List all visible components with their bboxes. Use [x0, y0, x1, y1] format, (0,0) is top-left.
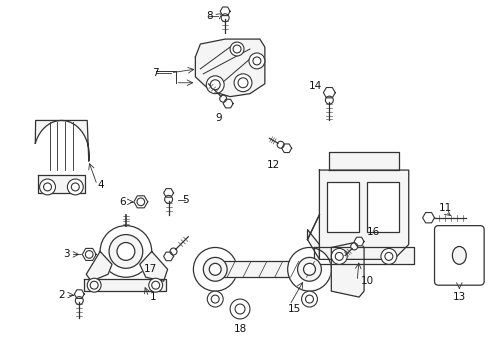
- Circle shape: [287, 247, 331, 291]
- Bar: [366, 182, 398, 231]
- Polygon shape: [319, 170, 408, 260]
- Bar: [326, 182, 358, 231]
- FancyBboxPatch shape: [434, 226, 483, 285]
- Circle shape: [164, 195, 172, 203]
- Polygon shape: [86, 251, 112, 281]
- Circle shape: [210, 80, 220, 90]
- Text: 1: 1: [149, 292, 156, 302]
- Text: 6: 6: [120, 197, 126, 207]
- Text: 2: 2: [58, 290, 64, 300]
- Text: 13: 13: [452, 292, 465, 302]
- Polygon shape: [163, 189, 173, 197]
- Circle shape: [170, 248, 177, 255]
- Text: 17: 17: [144, 264, 157, 274]
- Ellipse shape: [451, 247, 466, 264]
- Circle shape: [230, 299, 249, 319]
- Circle shape: [301, 291, 317, 307]
- Polygon shape: [35, 121, 89, 161]
- Text: 3: 3: [63, 249, 70, 260]
- Circle shape: [203, 257, 226, 281]
- Polygon shape: [307, 230, 319, 260]
- Circle shape: [277, 141, 284, 148]
- Polygon shape: [422, 212, 434, 223]
- Polygon shape: [281, 144, 291, 153]
- Circle shape: [71, 183, 79, 191]
- Circle shape: [305, 295, 313, 303]
- Circle shape: [350, 243, 357, 250]
- Circle shape: [234, 74, 251, 92]
- Circle shape: [117, 243, 135, 260]
- Polygon shape: [38, 175, 85, 193]
- Polygon shape: [74, 290, 84, 298]
- Polygon shape: [84, 279, 165, 291]
- Text: 12: 12: [266, 160, 280, 170]
- Circle shape: [297, 257, 321, 281]
- Circle shape: [235, 304, 244, 314]
- Circle shape: [221, 14, 229, 22]
- Text: 15: 15: [287, 304, 301, 314]
- Circle shape: [219, 95, 226, 102]
- Polygon shape: [314, 247, 413, 264]
- Polygon shape: [331, 242, 364, 297]
- Text: 8: 8: [205, 11, 212, 21]
- Polygon shape: [215, 261, 309, 277]
- Circle shape: [151, 281, 160, 289]
- Polygon shape: [195, 39, 264, 96]
- Circle shape: [335, 252, 343, 260]
- Circle shape: [331, 248, 346, 264]
- Polygon shape: [353, 237, 364, 246]
- Circle shape: [248, 53, 264, 69]
- Circle shape: [238, 78, 247, 88]
- Text: 18: 18: [233, 324, 246, 334]
- Circle shape: [67, 179, 83, 195]
- Circle shape: [148, 278, 163, 292]
- Circle shape: [87, 278, 101, 292]
- Circle shape: [109, 235, 142, 268]
- Text: 11: 11: [438, 203, 451, 213]
- Circle shape: [252, 57, 260, 65]
- Circle shape: [137, 198, 144, 206]
- Text: 10: 10: [360, 276, 373, 286]
- Circle shape: [43, 183, 51, 191]
- Circle shape: [209, 264, 221, 275]
- Circle shape: [100, 226, 151, 277]
- Circle shape: [303, 264, 315, 275]
- Text: 7: 7: [152, 68, 159, 78]
- Circle shape: [206, 76, 224, 94]
- Polygon shape: [328, 152, 398, 170]
- Circle shape: [380, 248, 396, 264]
- Text: 9: 9: [214, 113, 221, 123]
- Circle shape: [40, 179, 55, 195]
- Polygon shape: [223, 99, 233, 108]
- Polygon shape: [220, 7, 230, 15]
- Polygon shape: [323, 87, 335, 98]
- Circle shape: [325, 96, 333, 104]
- Circle shape: [233, 45, 241, 53]
- Text: 16: 16: [366, 226, 379, 237]
- Circle shape: [384, 252, 392, 260]
- Circle shape: [193, 247, 237, 291]
- Polygon shape: [82, 248, 96, 260]
- Text: 5: 5: [182, 195, 188, 205]
- Circle shape: [207, 291, 223, 307]
- Circle shape: [90, 281, 98, 289]
- Polygon shape: [134, 196, 147, 208]
- Polygon shape: [140, 251, 167, 281]
- Text: 4: 4: [98, 180, 104, 190]
- Text: 14: 14: [308, 81, 322, 91]
- Polygon shape: [163, 252, 173, 261]
- Circle shape: [75, 297, 83, 305]
- Circle shape: [230, 42, 244, 56]
- Circle shape: [211, 295, 219, 303]
- Circle shape: [85, 251, 93, 258]
